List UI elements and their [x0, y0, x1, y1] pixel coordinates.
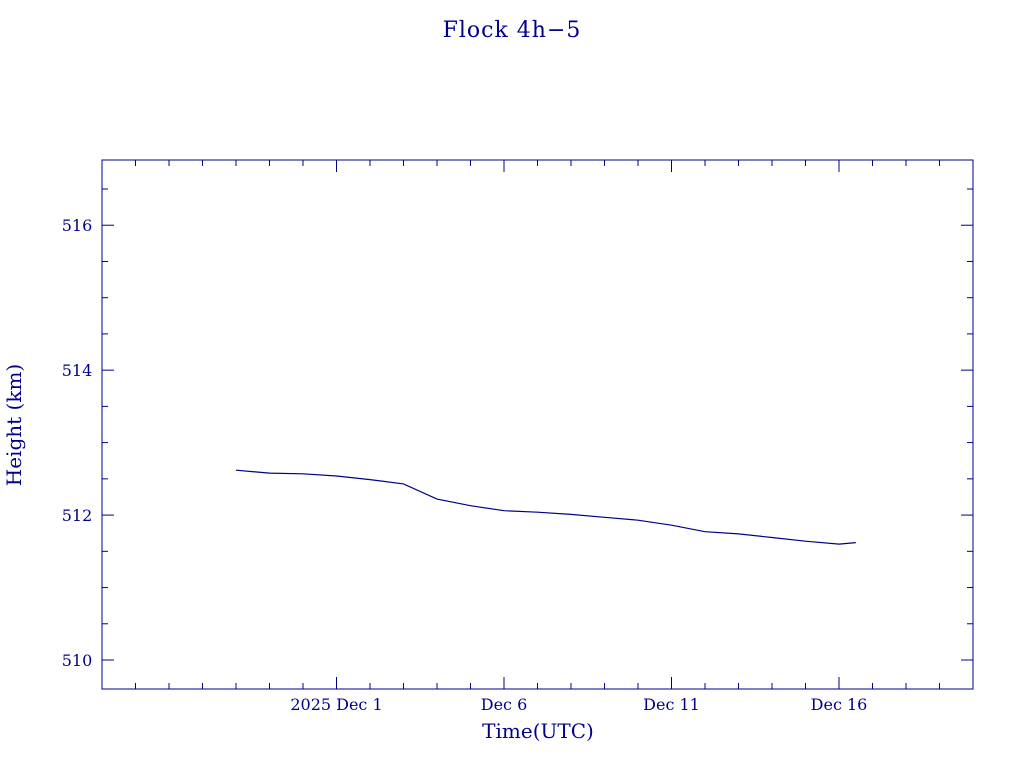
axis-tick-labels: 2025 Dec 1 Dec 6 Dec 11 Dec 16 510 512 514 516	[62, 216, 868, 714]
y-axis-label: Height (km)	[2, 364, 26, 486]
data-series	[235, 469, 856, 545]
series-line	[235, 469, 856, 545]
y-tick-label: 514	[62, 361, 93, 380]
axis-ticks	[101, 160, 974, 689]
y-tick-label: 516	[62, 216, 93, 235]
x-tick-label: 2025 Dec 1	[290, 695, 382, 714]
x-tick-label: Dec 11	[643, 695, 700, 714]
plot-frame	[101, 159, 974, 690]
y-tick-label: 512	[62, 506, 93, 525]
x-axis-label: Time(UTC)	[482, 719, 594, 743]
x-tick-label: Dec 6	[481, 695, 528, 714]
chart-title: Flock 4h−5	[443, 18, 582, 43]
y-tick-label: 510	[62, 651, 93, 670]
x-tick-label: Dec 16	[811, 695, 868, 714]
